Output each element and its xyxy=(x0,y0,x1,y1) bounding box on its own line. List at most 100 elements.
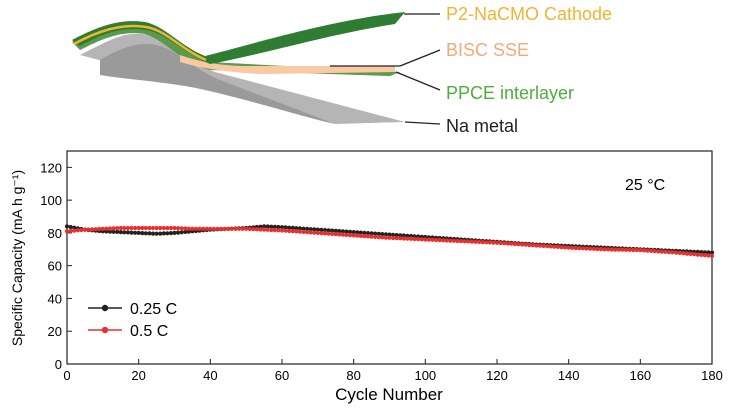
series-1-point-120 xyxy=(494,240,500,245)
series-1-point-176 xyxy=(695,252,700,257)
series-0-point-63 xyxy=(290,225,295,230)
series-1-point-111 xyxy=(462,239,467,244)
series-0-point-19 xyxy=(133,230,138,235)
series-1-point-122 xyxy=(502,241,507,246)
series-1-point-41 xyxy=(211,226,216,231)
series-1-point-36 xyxy=(193,226,199,231)
x-tick-label-9: 180 xyxy=(701,368,723,383)
series-0-point-77 xyxy=(340,229,345,234)
series-1-point-100 xyxy=(423,237,428,242)
x-tick-label-7: 140 xyxy=(558,368,580,383)
series-0-point-72 xyxy=(322,228,328,233)
series-1-point-117 xyxy=(484,240,489,245)
series-1-point-23 xyxy=(147,225,152,231)
series-1-point-127 xyxy=(520,242,525,247)
series-1-point-15 xyxy=(118,225,123,231)
series-0-point-14 xyxy=(115,229,120,234)
series-0-point-74 xyxy=(330,228,335,233)
series-0-point-13 xyxy=(111,229,116,234)
series-0-point-59 xyxy=(276,224,281,230)
series-1-point-152 xyxy=(609,247,614,252)
series-1-point-73 xyxy=(326,231,331,236)
series-1-point-20 xyxy=(136,225,141,231)
series-1-point-1 xyxy=(68,228,73,234)
series-0-point-93 xyxy=(398,233,403,238)
y-tick-label-2: 40 xyxy=(48,291,62,306)
series-1-point-174 xyxy=(688,251,693,256)
series-1-point-109 xyxy=(455,238,460,244)
label-cathode: P2-NaCMO Cathode xyxy=(446,4,612,24)
series-1-point-51 xyxy=(247,226,252,232)
series-1-point-128 xyxy=(523,242,528,247)
series-1-point-129 xyxy=(527,242,532,248)
series-1-point-169 xyxy=(670,250,675,255)
series-1-point-91 xyxy=(391,235,396,241)
series-1-point-27 xyxy=(161,225,166,231)
series-1-point-104 xyxy=(437,238,442,243)
series-1-point-168 xyxy=(666,250,672,255)
series-1-point-144 xyxy=(580,246,586,251)
series-0-point-91 xyxy=(391,232,396,237)
series-1-point-84 xyxy=(365,234,371,239)
series-1-point-39 xyxy=(204,226,209,231)
series-0-point-75 xyxy=(333,228,338,233)
series-1-point-75 xyxy=(333,232,338,237)
series-1-point-135 xyxy=(548,244,553,249)
series-1-point-155 xyxy=(620,247,625,252)
series-1-point-172 xyxy=(681,251,686,256)
series-0-point-64 xyxy=(294,226,299,231)
series-1-point-10 xyxy=(100,226,105,231)
series-1-point-25 xyxy=(154,225,159,231)
series-1-point-32 xyxy=(179,226,184,231)
series-1-point-48 xyxy=(236,226,242,231)
series-0-point-69 xyxy=(312,227,317,232)
series-1-point-22 xyxy=(143,225,148,231)
series-0-point-57 xyxy=(269,224,274,229)
series-1-point-149 xyxy=(598,247,604,252)
series-1-point-38 xyxy=(201,226,206,231)
series-1-point-53 xyxy=(254,227,259,232)
series-1-point-162 xyxy=(645,248,650,253)
series-1-point-151 xyxy=(606,247,611,252)
series-1-point-16 xyxy=(122,225,127,231)
series-0-point-94 xyxy=(401,233,406,238)
series-1-point-114 xyxy=(473,239,478,244)
series-1-point-72 xyxy=(322,231,328,236)
series-1-point-142 xyxy=(573,245,578,251)
series-0-point-17 xyxy=(125,230,130,235)
temperature-annotation: 25 °C xyxy=(625,177,665,194)
series-0-point-92 xyxy=(394,233,399,238)
series-1-point-113 xyxy=(469,239,474,244)
series-0-point-179 xyxy=(706,250,711,255)
series-1-point-134 xyxy=(545,244,550,249)
series-1-point-19 xyxy=(133,225,138,231)
series-1-point-143 xyxy=(577,246,582,251)
series-0-point-30 xyxy=(172,230,177,235)
legend-label-1: 0.5 C xyxy=(130,323,168,340)
series-0-point-66 xyxy=(301,226,306,231)
series-1-point-54 xyxy=(258,227,263,232)
series-1-point-61 xyxy=(283,228,288,233)
series-1-point-2 xyxy=(72,228,77,233)
series-1-point-21 xyxy=(140,225,145,231)
series-1-point-103 xyxy=(434,237,439,243)
series-0-point-25 xyxy=(154,231,159,236)
series-1-point-164 xyxy=(652,249,657,254)
x-axis-label: Cycle Number xyxy=(335,385,443,404)
series-1-point-50 xyxy=(244,226,249,231)
series-0-point-27 xyxy=(161,231,166,236)
series-0-point-12 xyxy=(107,229,113,234)
series-1-point-49 xyxy=(240,226,245,231)
series-1-point-178 xyxy=(702,253,707,258)
series-1-point-156 xyxy=(623,247,629,252)
y-tick-label-6: 120 xyxy=(40,160,62,175)
series-0-point-89 xyxy=(383,232,388,237)
series-1-point-71 xyxy=(319,231,324,236)
series-1-point-78 xyxy=(344,232,349,237)
series-0-point-76 xyxy=(337,229,342,234)
x-tick-label-0: 0 xyxy=(63,368,70,383)
label-metal: Na metal xyxy=(446,116,518,136)
series-1-point-146 xyxy=(588,246,593,251)
series-1-point-11 xyxy=(104,226,109,231)
leader-metal xyxy=(404,121,441,125)
